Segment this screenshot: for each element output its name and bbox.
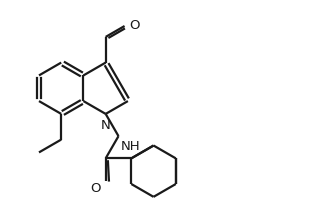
Text: O: O xyxy=(129,19,140,31)
Text: O: O xyxy=(90,183,101,195)
Text: NH: NH xyxy=(120,140,140,153)
Text: N: N xyxy=(101,119,110,132)
